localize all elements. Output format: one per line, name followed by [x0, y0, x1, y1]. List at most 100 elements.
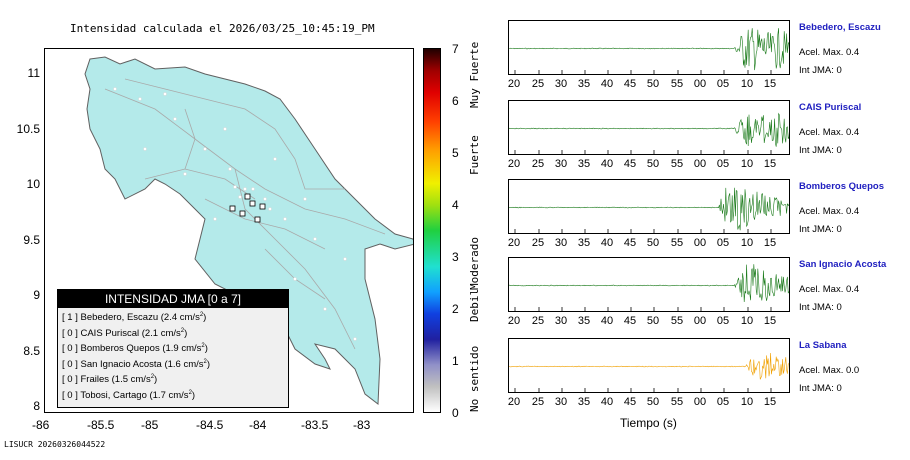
time-tick-label: 45: [623, 78, 637, 90]
time-tick-label: 40: [600, 315, 614, 327]
time-tick-label: 45: [623, 315, 637, 327]
time-tick-label: 25: [531, 158, 545, 170]
legend-item-exponent: 2: [199, 312, 204, 318]
legend-item-close: ): [154, 374, 158, 386]
legend-item-close: ): [191, 389, 196, 401]
legend-item-intensity: [ 0 ]: [62, 358, 78, 370]
time-tick-label: 10: [740, 78, 754, 90]
legend-item-close: ): [204, 343, 208, 355]
time-axis-label: Tiempo (s): [620, 416, 677, 430]
station-square: [239, 210, 246, 217]
time-tick-label: 05: [716, 158, 730, 170]
station-name: CAIS Puriscal: [799, 102, 862, 113]
colorbar-number: 5: [452, 146, 459, 160]
seismogram-trace: [509, 352, 789, 392]
map-y-tick: 8.5: [23, 344, 40, 358]
station-jma: Int JMA: 0: [799, 224, 842, 235]
map-title: Intensidad calculada el 2026/03/25_10:45…: [70, 22, 375, 35]
time-tick-label: 30: [554, 237, 568, 249]
time-tick-label: 05: [716, 396, 730, 408]
seismogram-trace: [509, 28, 789, 74]
seismogram-trace: [509, 264, 789, 311]
station-name: Bebedero, Escazu: [799, 22, 881, 33]
time-tick-label: 55: [670, 158, 684, 170]
station-dot: [238, 195, 242, 199]
legend-item-exponent: 2: [180, 327, 185, 334]
colorbar-word: Moderado: [468, 237, 481, 290]
time-tick-label: 00: [693, 78, 707, 90]
station-dot: [163, 92, 167, 96]
station-dot: [273, 157, 277, 161]
legend-item-intensity: [ 1 ]: [62, 312, 78, 324]
colorbar-number: 0: [452, 406, 459, 420]
time-tick-label: 40: [600, 237, 614, 249]
station-dot: [173, 117, 177, 121]
time-tick-label: 10: [740, 158, 754, 170]
seismogram-panel: [508, 20, 790, 75]
station-square: [259, 203, 266, 210]
station-dot: [228, 167, 232, 171]
legend-item-close: ): [206, 358, 211, 370]
station-accel: Acel. Max. 0.4: [799, 206, 860, 217]
map-y-tick: 9: [33, 288, 40, 302]
station-dot: [303, 197, 307, 201]
time-axis-row: 20 25 30 35 40 45 50 55 00 05 10 15: [508, 158, 790, 172]
colorbar-number: 7: [452, 42, 459, 56]
station-dot: [313, 237, 317, 241]
legend-item-close: ): [203, 312, 207, 324]
time-tick-label: 50: [646, 78, 660, 90]
legend-item-text: Bebedero, Escazu (2.4 cm/s: [80, 312, 200, 324]
time-tick-label: 55: [670, 315, 684, 327]
time-tick-label: 25: [531, 396, 545, 408]
time-tick-label: 35: [577, 315, 591, 327]
station-dot: [293, 277, 297, 281]
seismogram-panel: [508, 100, 790, 155]
time-tick-label: 05: [716, 78, 730, 90]
legend-item: [ 0 ] Frailes (1.5 cm/s2): [58, 370, 288, 386]
map-y-tick: 10.5: [16, 122, 40, 136]
time-tick-label: 45: [623, 237, 637, 249]
station-jma: Int JMA: 0: [799, 65, 842, 76]
legend-item-intensity: [ 0 ]: [62, 343, 78, 355]
time-axis-row: 20 25 30 35 40 45 50 55 00 05 10 15: [508, 237, 790, 251]
map-x-tick: -85.5: [87, 418, 115, 432]
time-tick-label: 05: [716, 237, 730, 249]
station-dot: [263, 197, 267, 201]
time-tick-label: 10: [740, 315, 754, 327]
time-tick-label: 55: [670, 78, 684, 90]
footer-id: LISUCR 20260326044522: [4, 440, 106, 449]
station-accel: Acel. Max. 0.0: [799, 365, 860, 376]
legend-item-exponent: 2: [150, 374, 155, 380]
time-tick-label: 15: [763, 158, 777, 170]
time-tick-label: 50: [646, 237, 660, 249]
seismogram-waveform: [509, 112, 789, 147]
map-x-tick: -83: [353, 418, 371, 432]
legend-item-intensity: [ 0 ]: [62, 389, 78, 401]
station-dot: [183, 172, 187, 176]
time-tick-label: 50: [646, 396, 660, 408]
time-tick-label: 00: [693, 237, 707, 249]
station-dot: [268, 207, 272, 211]
station-dot: [251, 187, 255, 191]
map-y-tick: 11: [27, 66, 40, 80]
colorbar-number: 4: [452, 198, 459, 212]
time-tick-label: 15: [763, 315, 777, 327]
time-tick-label: 35: [577, 237, 591, 249]
station-accel: Acel. Max. 0.4: [799, 284, 860, 295]
legend-item-intensity: [ 0 ]: [62, 374, 78, 386]
station-square: [254, 216, 261, 223]
intensity-colorbar: [423, 48, 441, 413]
legend-header: INTENSIDAD JMA [0 a 7]: [58, 290, 288, 308]
seismogram-waveform: [509, 352, 789, 380]
intensity-legend: INTENSIDAD JMA [0 a 7] [ 1 ] Bebedero, E…: [57, 289, 289, 408]
seismogram-trace: [509, 112, 789, 154]
time-tick-label: 50: [646, 315, 660, 327]
legend-item-exponent: 2: [188, 389, 192, 396]
station-jma: Int JMA: 0: [799, 383, 842, 394]
station-jma: Int JMA: 0: [799, 302, 842, 313]
time-tick-label: 35: [577, 78, 591, 90]
colorbar-word: Muy Fuerte: [468, 41, 481, 108]
station-accel: Acel. Max. 0.4: [799, 127, 860, 138]
time-tick-label: 25: [531, 78, 545, 90]
time-tick-label: 20: [507, 158, 521, 170]
